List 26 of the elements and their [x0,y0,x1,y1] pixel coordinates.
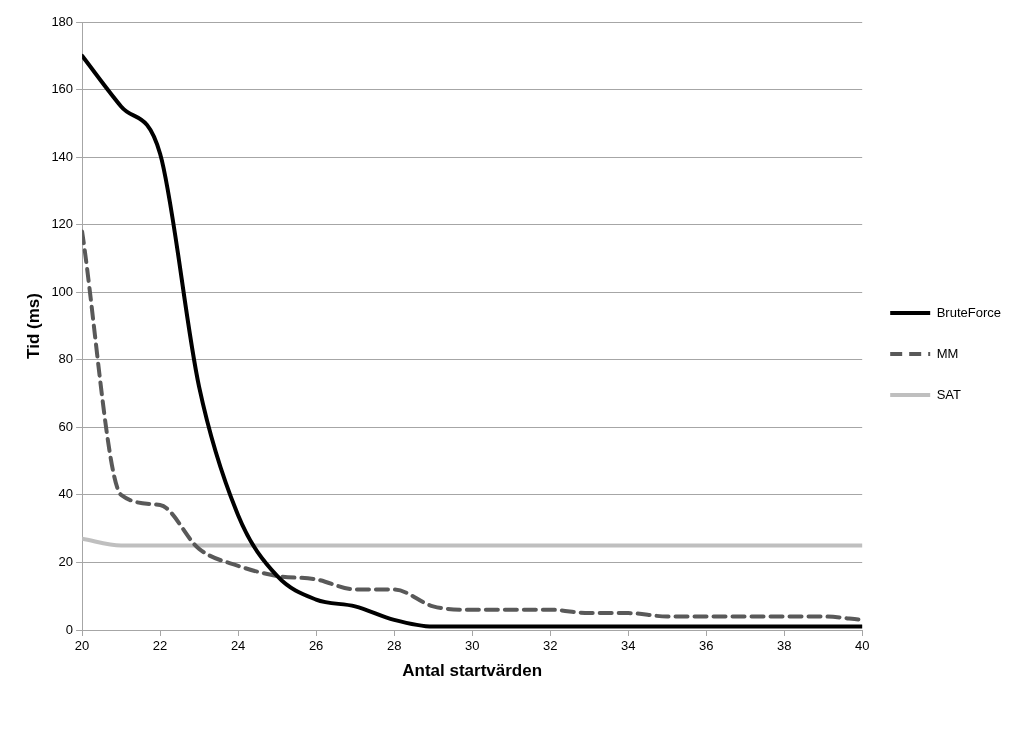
x-tick-label: 38 [776,638,792,654]
legend-label: SAT [936,386,962,402]
x-tick-label: 32 [542,638,558,654]
y-tick-label: 40 [58,486,74,502]
x-tick-label: 28 [386,638,402,654]
y-tick-label: 100 [51,283,74,299]
x-tick-label: 30 [464,638,480,654]
x-tick-label: 40 [854,638,870,654]
y-tick-label: 60 [58,418,74,434]
x-tick-label: 20 [74,638,90,654]
legend-label: MM [936,345,959,361]
y-tick-label: 140 [51,148,74,164]
x-axis-title: Antal startvärden [402,661,543,681]
y-tick-label: 20 [58,554,74,570]
x-tick-label: 36 [698,638,714,654]
y-tick-label: 120 [51,216,74,232]
y-axis-title: Tid (ms) [23,293,43,359]
y-tick-label: 80 [58,351,74,367]
x-tick-label: 34 [620,638,636,654]
x-tick-label: 24 [230,638,246,654]
x-tick-label: 26 [308,638,324,654]
legend-label: BruteForce [936,304,1002,320]
x-tick-label: 22 [152,638,168,654]
y-tick-label: 160 [51,81,74,97]
y-tick-label: 0 [65,621,74,637]
y-tick-label: 180 [51,13,74,29]
